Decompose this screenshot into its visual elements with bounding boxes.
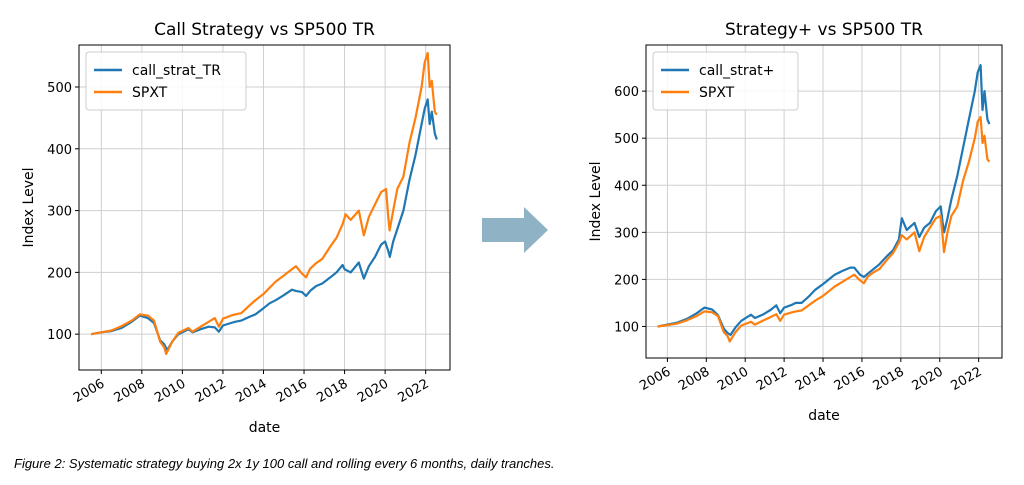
x-tick-label: 2014 — [233, 376, 269, 406]
x-tick-label: 2006 — [637, 364, 673, 394]
y-axis-label: Index Level — [21, 168, 37, 248]
x-tick-label: 2020 — [355, 376, 391, 406]
x-tick-label: 2008 — [112, 376, 148, 406]
y-tick-label: 200 — [47, 266, 72, 281]
legend-box — [652, 51, 799, 111]
y-tick-label: 500 — [47, 81, 72, 96]
legend-label: call_strat_TR — [132, 63, 221, 79]
plot-frame — [78, 44, 451, 371]
x-tick-label: 2006 — [71, 376, 107, 406]
x-tick-label: 2022 — [948, 364, 984, 394]
x-axis-label: date — [249, 420, 281, 436]
x-tick-label: 2022 — [396, 376, 432, 406]
legend: call_strat_TR SPXT — [85, 51, 247, 111]
x-tick-label: 2012 — [193, 376, 229, 406]
series-line-spxt — [657, 115, 991, 343]
y-tick-label: 100 — [614, 320, 639, 335]
grid — [79, 45, 450, 370]
y-tick-label: 600 — [614, 85, 639, 100]
y-tick-label: 300 — [47, 205, 72, 220]
legend-label: SPXT — [132, 85, 168, 101]
legend-label: call_strat+ — [699, 63, 774, 79]
right-arrow-shape — [482, 207, 548, 253]
series-line-spxt — [90, 51, 438, 355]
y-tick-label: 400 — [614, 179, 639, 194]
x-tick-label: 2018 — [314, 376, 350, 406]
x-tick-label: 2010 — [715, 364, 751, 394]
x-tick-label: 2016 — [274, 376, 310, 406]
figure-caption: Figure 2: Systematic strategy buying 2x … — [14, 456, 555, 471]
legend: call_strat+ SPXT — [652, 51, 799, 111]
x-tick-label: 2020 — [910, 364, 946, 394]
x-tick-label: 2010 — [152, 376, 188, 406]
chart-title: Strategy+ vs SP500 TR — [725, 20, 923, 40]
x-tick-label: 2008 — [676, 364, 712, 394]
x-tick-label: 2016 — [832, 364, 868, 394]
y-tick-label: 400 — [47, 143, 72, 158]
y-tick-label: 300 — [614, 226, 639, 241]
legend-box — [85, 51, 247, 111]
y-tick-label: 500 — [614, 132, 639, 147]
x-tick-label: 2014 — [793, 364, 829, 394]
y-tick-label: 200 — [614, 273, 639, 288]
y-axis-label: Index Level — [588, 162, 604, 242]
chart-title: Call Strategy vs SP500 TR — [154, 20, 375, 40]
y-tick-label: 100 — [47, 328, 72, 343]
x-tick-label: 2012 — [754, 364, 790, 394]
legend-label: SPXT — [699, 85, 735, 101]
plot-frame — [645, 44, 1003, 359]
series-line-call-strat- — [657, 64, 991, 336]
x-axis-label: date — [808, 408, 840, 424]
right-arrow-icon — [482, 207, 548, 253]
x-tick-label: 2018 — [871, 364, 907, 394]
